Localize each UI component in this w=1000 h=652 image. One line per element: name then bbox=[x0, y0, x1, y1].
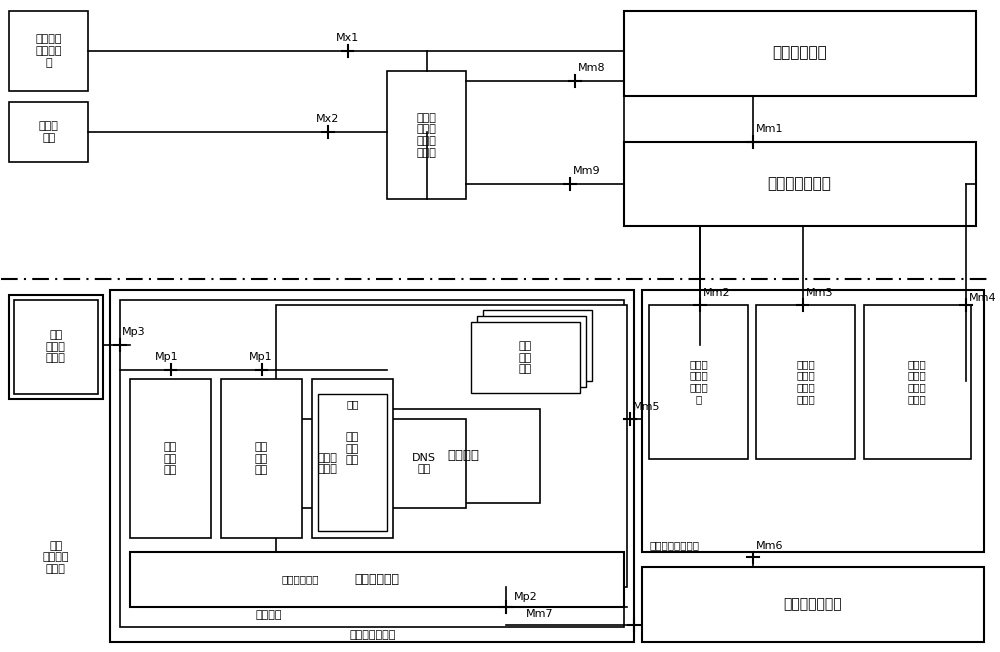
Text: 移动边缘宿主机: 移动边缘宿主机 bbox=[349, 630, 395, 640]
Bar bbox=[110, 290, 634, 642]
Bar bbox=[642, 567, 984, 642]
Bar bbox=[649, 305, 748, 458]
Bar bbox=[387, 71, 466, 200]
Text: Mp1: Mp1 bbox=[249, 351, 272, 362]
Text: Mm3: Mm3 bbox=[805, 288, 833, 299]
Text: 移动边缘编排器: 移动边缘编排器 bbox=[768, 176, 831, 191]
Text: 移动边
缘应用
生命周
期管理: 移动边 缘应用 生命周 期管理 bbox=[908, 359, 927, 404]
Bar bbox=[221, 379, 302, 538]
Text: Mm7: Mm7 bbox=[526, 609, 553, 619]
Bar bbox=[130, 552, 624, 607]
Text: 移动边缘平台管理: 移动边缘平台管理 bbox=[649, 541, 699, 550]
Text: 虚拟资源管理器: 虚拟资源管理器 bbox=[783, 597, 842, 611]
Text: Mp1: Mp1 bbox=[155, 351, 178, 362]
Bar bbox=[756, 305, 855, 458]
Bar bbox=[382, 419, 466, 508]
Text: Mm4: Mm4 bbox=[969, 293, 996, 303]
Text: Mp3: Mp3 bbox=[122, 327, 146, 337]
Bar bbox=[9, 295, 103, 399]
Text: 服务注册: 服务注册 bbox=[447, 449, 479, 462]
Text: 服务: 服务 bbox=[346, 399, 359, 409]
Bar bbox=[387, 409, 540, 503]
Bar bbox=[9, 102, 88, 162]
Text: Mm9: Mm9 bbox=[573, 166, 601, 176]
Bar bbox=[281, 419, 375, 508]
Text: DNS
处理: DNS 处理 bbox=[412, 452, 436, 474]
Bar bbox=[130, 379, 211, 538]
Text: 面向用户
的终端入
口: 面向用户 的终端入 口 bbox=[36, 35, 62, 68]
Bar bbox=[642, 290, 984, 552]
Text: 移动
边缘
服务: 移动 边缘 服务 bbox=[519, 341, 532, 374]
Text: 移动边缘平台: 移动边缘平台 bbox=[281, 574, 319, 584]
Text: 其他
移动边缘
宿主机: 其他 移动边缘 宿主机 bbox=[43, 541, 69, 574]
Text: Mm6: Mm6 bbox=[756, 541, 784, 550]
Text: 其他
移动边
缘平台: 其他 移动边 缘平台 bbox=[46, 330, 66, 363]
Bar bbox=[864, 305, 971, 458]
Text: Mx1: Mx1 bbox=[336, 33, 359, 43]
Text: 移动
边缘
应用: 移动 边缘 应用 bbox=[164, 442, 177, 475]
Bar bbox=[477, 316, 586, 387]
Bar bbox=[483, 310, 592, 381]
Text: 用户应
用生命
周期管
理网关: 用户应 用生命 周期管 理网关 bbox=[417, 113, 437, 158]
Text: 移动边
缘应用
规则需
求管理: 移动边 缘应用 规则需 求管理 bbox=[796, 359, 815, 404]
Bar bbox=[312, 379, 393, 538]
Bar bbox=[624, 142, 976, 226]
Bar bbox=[14, 301, 98, 394]
Bar bbox=[318, 394, 387, 531]
Bar bbox=[471, 322, 580, 393]
Text: 客户端
应用: 客户端 应用 bbox=[39, 121, 59, 143]
Text: 移动
边缘
应用: 移动 边缘 应用 bbox=[255, 442, 268, 475]
Text: 流量规
则控制: 流量规 则控制 bbox=[318, 452, 338, 474]
Text: 数据转发功能: 数据转发功能 bbox=[355, 572, 400, 585]
Bar bbox=[276, 305, 627, 587]
Text: 移动
边缘
应用: 移动 边缘 应用 bbox=[346, 432, 359, 466]
Text: 移动边
缘平台
网元管
理: 移动边 缘平台 网元管 理 bbox=[689, 359, 708, 404]
Bar bbox=[9, 12, 88, 91]
Text: 虚拟架构: 虚拟架构 bbox=[255, 610, 282, 620]
Text: Mp2: Mp2 bbox=[514, 592, 537, 602]
Text: Mm8: Mm8 bbox=[578, 63, 606, 73]
Text: Mm5: Mm5 bbox=[632, 402, 660, 412]
Bar bbox=[120, 301, 624, 627]
Bar bbox=[624, 12, 976, 96]
Text: Mm2: Mm2 bbox=[703, 288, 730, 299]
Text: 运营支撑系统: 运营支撑系统 bbox=[772, 46, 827, 61]
Text: Mm1: Mm1 bbox=[756, 124, 784, 134]
Text: Mx2: Mx2 bbox=[316, 114, 339, 125]
